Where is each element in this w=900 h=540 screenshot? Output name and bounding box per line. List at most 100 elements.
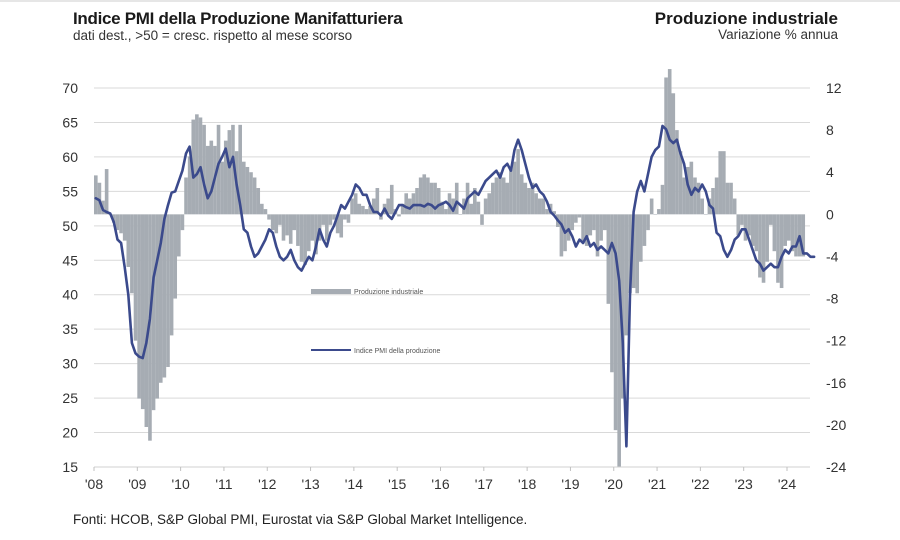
production-bar [263, 209, 268, 215]
production-bar [346, 214, 351, 223]
y-left-tick-label: 25 [62, 390, 78, 406]
production-bar [267, 214, 271, 220]
production-bar [736, 214, 741, 236]
production-bar [602, 214, 607, 231]
production-bar [144, 214, 149, 427]
chart-subtitle: dati dest., >50 = cresc. rispetto al mes… [73, 28, 353, 43]
production-bar [357, 203, 362, 215]
production-bar [631, 214, 636, 289]
y-right-tick-label: 8 [826, 122, 834, 138]
production-bar [350, 198, 354, 215]
production-bar [422, 174, 427, 215]
pmi-line-group [94, 124, 816, 448]
production-bar [220, 161, 224, 215]
production-bar [758, 214, 762, 278]
y-left-tick-label: 55 [62, 183, 78, 199]
y-left-tick-label: 30 [62, 356, 78, 372]
production-bar [624, 214, 629, 336]
production-bar [628, 214, 632, 294]
production-bar [722, 151, 726, 215]
production-bar [685, 166, 690, 215]
production-bar [444, 209, 448, 215]
production-bar [505, 182, 510, 215]
y-right-tick-label: -4 [826, 248, 839, 264]
x-tick-label: '20 [605, 476, 623, 492]
production-bar [696, 182, 701, 215]
production-bar [472, 188, 477, 215]
y-right-tick-label: 12 [826, 80, 842, 96]
production-bar [512, 161, 517, 215]
production-bar [649, 198, 654, 215]
x-tick-label: '11 [215, 476, 232, 492]
production-bar [270, 214, 275, 231]
production-bar [480, 214, 484, 225]
production-bar [646, 214, 650, 231]
production-bar [509, 166, 513, 215]
production-bar [306, 214, 311, 252]
production-bar [299, 214, 304, 262]
production-bar [570, 214, 575, 231]
production-bar [653, 214, 658, 215]
production-bar [599, 214, 603, 241]
production-bar [169, 214, 174, 336]
production-bar [426, 177, 430, 215]
production-bar [588, 214, 593, 236]
production-bar [483, 198, 488, 215]
production-bar [530, 182, 535, 215]
y-right-tick-label: -24 [826, 459, 846, 475]
production-bar [335, 214, 340, 234]
production-bar [130, 214, 134, 294]
production-bar [292, 214, 297, 231]
y-left-tick-label: 35 [62, 321, 78, 337]
right-axis-title: Produzione industriale [654, 9, 838, 28]
production-bar [325, 214, 329, 241]
production-bar [303, 214, 307, 265]
production-bar [429, 182, 434, 215]
production-bar [794, 214, 798, 257]
y-right-tick-label: -12 [826, 333, 846, 349]
pmi-line [94, 124, 816, 448]
legend-label-production: Produzione industriale [354, 289, 423, 296]
production-bar [613, 214, 618, 431]
production-bar [566, 214, 571, 241]
production-bar [476, 201, 481, 215]
production-bar [671, 93, 676, 215]
production-bar [158, 214, 163, 383]
x-tick-label: '23 [735, 476, 753, 492]
x-tick-label: '24 [778, 476, 796, 492]
production-bar [418, 177, 423, 215]
production-bar [126, 214, 131, 267]
production-bar [501, 177, 506, 215]
production-bar [140, 214, 145, 410]
production-bar [732, 198, 737, 215]
x-tick-label: '08 [85, 476, 103, 492]
production-bar [718, 151, 723, 215]
x-tick-label: '22 [691, 476, 709, 492]
production-bar [389, 184, 394, 215]
y-right-tick-label: -20 [826, 417, 846, 433]
production-bar [317, 214, 322, 241]
production-bar [703, 214, 708, 215]
production-bar [180, 214, 185, 231]
production-bar [595, 214, 600, 257]
production-bar [155, 214, 159, 399]
production-bar [790, 214, 795, 252]
production-bar [285, 214, 289, 236]
production-bar [617, 214, 621, 467]
production-bar [537, 198, 542, 215]
production-bar [487, 193, 492, 215]
production-bar [115, 214, 120, 231]
y-left-tick-label: 15 [62, 459, 78, 475]
production-bar [288, 214, 293, 244]
production-bar [328, 214, 333, 225]
production-bar [104, 169, 109, 215]
production-bar [516, 149, 520, 215]
production-bar [209, 140, 214, 215]
production-bar [281, 214, 286, 241]
production-bar [783, 214, 787, 246]
production-bar [519, 174, 524, 215]
production-bar [296, 214, 300, 246]
production-bar [761, 214, 766, 283]
production-bar [458, 214, 463, 215]
production-bar [523, 182, 528, 215]
